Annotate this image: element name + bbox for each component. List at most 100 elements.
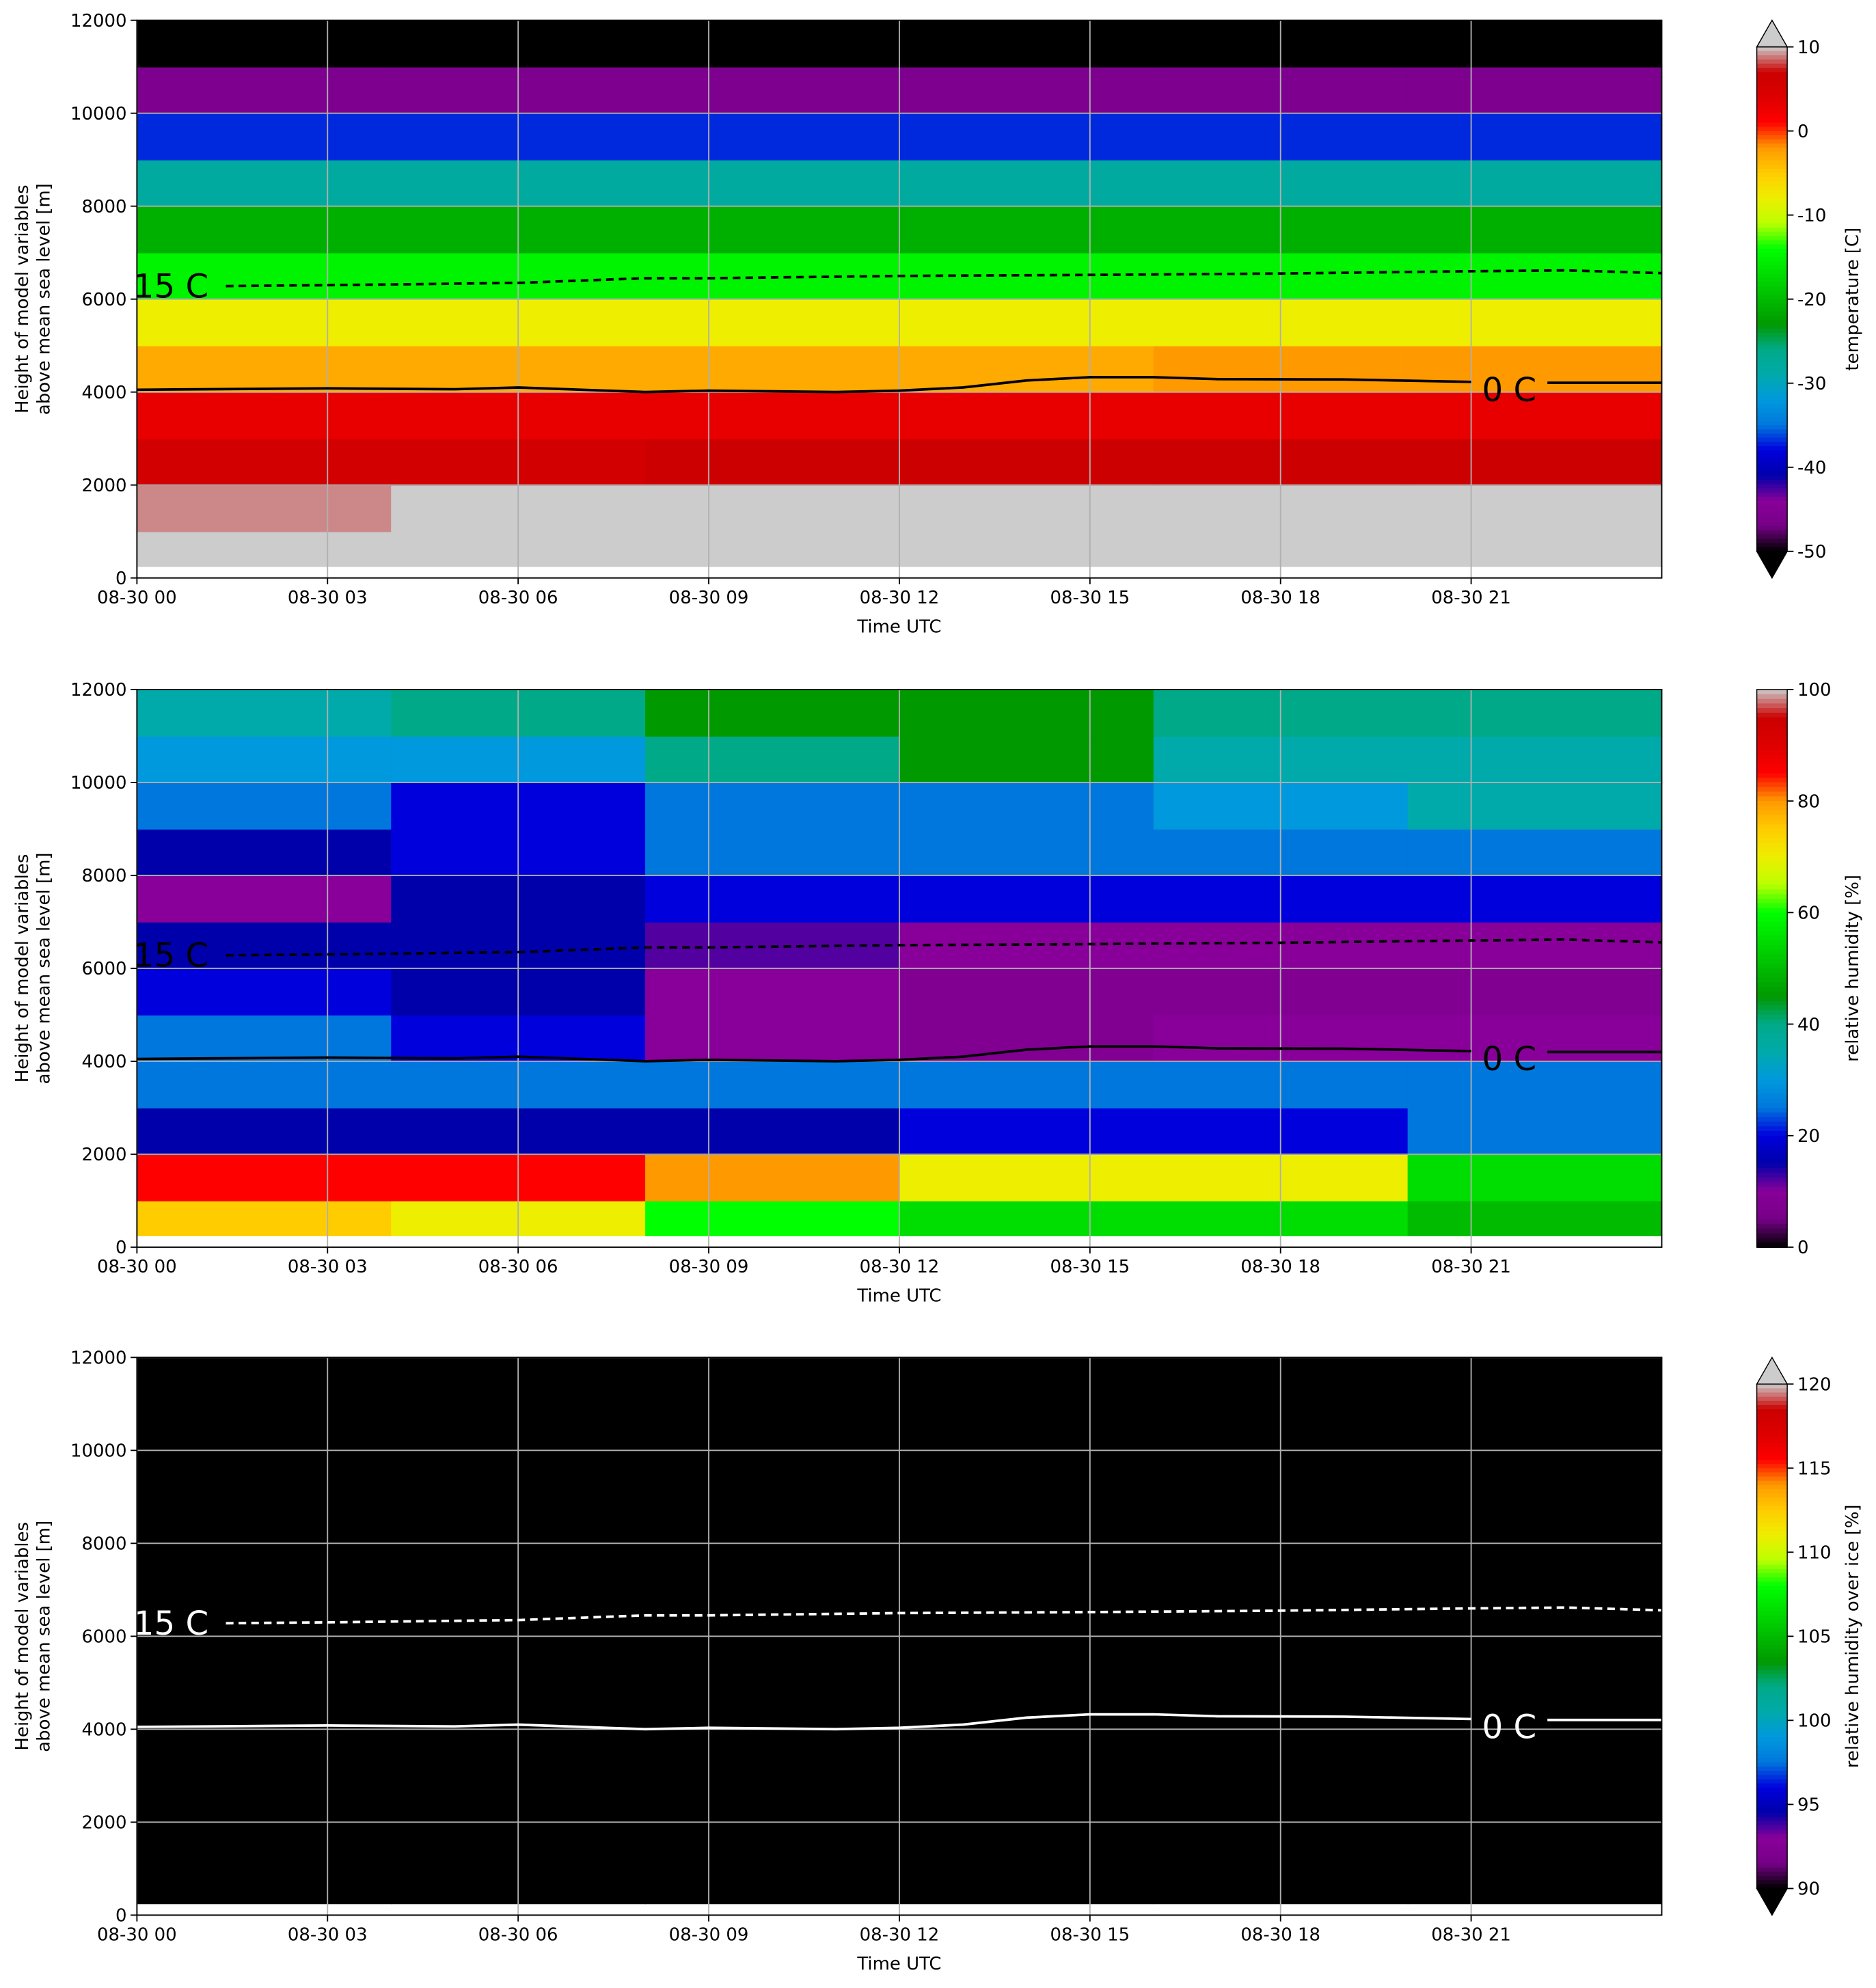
- heatmap-cell: [899, 689, 1154, 737]
- colorbar-segment: [1756, 824, 1788, 830]
- colorbar-segment: [1756, 833, 1788, 839]
- colorbar-segment: [1756, 337, 1788, 342]
- colorbar-segment: [1756, 1623, 1788, 1629]
- colorbar-segment: [1756, 1670, 1788, 1675]
- contour-line: [226, 1606, 1662, 1625]
- colorbar-segment: [1756, 1501, 1788, 1507]
- colorbar-segment: [1756, 1506, 1788, 1511]
- colorbar-segment: [1756, 1712, 1788, 1717]
- colorbar-segment: [1756, 480, 1788, 485]
- colorbar-segment: [1756, 1754, 1788, 1759]
- colorbar-segment: [1756, 1523, 1788, 1528]
- colorbar-segment: [1756, 1607, 1788, 1612]
- colorbar-segment: [1756, 412, 1788, 418]
- colorbar-segment: [1756, 93, 1788, 98]
- colorbar-segment: [1756, 1019, 1788, 1025]
- colorbar-segment: [1756, 1648, 1788, 1655]
- heatmap-cell: [899, 875, 1154, 923]
- colorbar-segment: [1756, 1455, 1788, 1461]
- colorbar-segment: [1756, 1800, 1788, 1806]
- colorbar-segment: [1756, 1615, 1788, 1620]
- heatmap-cell: [645, 1497, 900, 1544]
- colorbar-segment: [1756, 169, 1788, 174]
- colorbar-segment: [1756, 1472, 1788, 1478]
- colorbar-segment: [1756, 1075, 1788, 1081]
- colorbar-segment: [1756, 177, 1788, 182]
- y-tick-label: 8000: [81, 197, 126, 217]
- colorbar-segment: [1756, 1010, 1788, 1016]
- colorbar-segment: [1756, 450, 1788, 456]
- colorbar-segment: [1756, 1585, 1788, 1591]
- colorbar-tick-label: 105: [1797, 1627, 1832, 1648]
- colorbar-segment: [1756, 303, 1788, 309]
- colorbar-segment: [1756, 903, 1788, 909]
- colorbar-segment: [1756, 408, 1788, 413]
- heatmap-cell: [137, 1590, 392, 1637]
- colorbar-segment: [1756, 484, 1788, 489]
- colorbar-segment: [1756, 1632, 1788, 1637]
- colorbar-segment: [1756, 810, 1788, 816]
- heatmap-cell: [137, 20, 392, 68]
- heatmap-cell: [645, 1404, 900, 1452]
- x-tick-label: 08-30 21: [1431, 1924, 1511, 1945]
- colorbar-segment: [1756, 547, 1788, 552]
- heatmap-cell: [1407, 345, 1662, 393]
- colorbar-segment: [1756, 206, 1788, 212]
- colorbar-segment: [1756, 819, 1788, 826]
- colorbar-segment: [1756, 1005, 1788, 1011]
- y-axis-label: Height of model variables above mean sea …: [12, 1521, 55, 1752]
- colorbar-segment: [1756, 1741, 1788, 1747]
- colorbar-segment: [1756, 1838, 1788, 1843]
- x-tick-label: 08-30 09: [669, 1924, 749, 1945]
- heatmap-cell: [137, 1868, 392, 1905]
- colorbar-segment: [1756, 1177, 1788, 1183]
- colorbar-segment: [1756, 768, 1788, 774]
- heatmap-cell: [899, 1450, 1154, 1498]
- colorbar-segment: [1756, 1875, 1788, 1881]
- colorbar-label: relative humidity over ice [%]: [1843, 1504, 1863, 1768]
- heatmap-cell: [137, 299, 392, 346]
- colorbar-segment: [1756, 949, 1788, 955]
- heatmap-cell: [137, 252, 392, 300]
- colorbar-segment: [1756, 286, 1788, 292]
- colorbar-segment: [1756, 375, 1788, 380]
- heatmap-cell: [1407, 782, 1662, 830]
- colorbar-segment: [1756, 1089, 1788, 1095]
- colorbar-segment: [1756, 773, 1788, 779]
- colorbar-segment: [1756, 1652, 1788, 1659]
- colorbar-segment: [1756, 1200, 1788, 1206]
- colorbar-segment: [1756, 349, 1788, 355]
- colorbar-segment: [1756, 1126, 1788, 1132]
- heatmap-cell: [1407, 689, 1662, 737]
- heatmap-cell: [645, 1450, 900, 1498]
- colorbar-segment: [1756, 1497, 1788, 1503]
- heatmap-cell: [137, 1450, 392, 1498]
- y-axis-label-line: Height of model variables: [12, 1522, 33, 1751]
- colorbar-segment: [1756, 1029, 1788, 1035]
- heatmap: [137, 20, 1662, 567]
- colorbar-segment: [1756, 1107, 1788, 1113]
- contour-label: 0 C: [1482, 371, 1537, 409]
- heatmap-cell: [899, 66, 1154, 114]
- colorbar-segment: [1756, 959, 1788, 965]
- colorbar-segment: [1756, 290, 1788, 296]
- heatmap-cell: [645, 485, 900, 532]
- colorbar-segment: [1756, 759, 1788, 765]
- colorbar-segment: [1756, 1464, 1788, 1469]
- colorbar-segment: [1756, 105, 1788, 111]
- x-tick-label: 08-30 18: [1240, 1924, 1320, 1945]
- colorbar-segment: [1756, 754, 1788, 761]
- y-tick-label: 0: [115, 1238, 127, 1258]
- colorbar-extend-top: [1756, 19, 1789, 48]
- colorbar-segment: [1756, 471, 1788, 477]
- heatmap-cell: [645, 1543, 900, 1591]
- heatmap-cell: [1407, 1014, 1662, 1062]
- colorbar-segment: [1756, 972, 1788, 979]
- colorbar-segment: [1756, 871, 1788, 877]
- y-axis-label: Height of model variables above mean sea …: [12, 183, 55, 415]
- colorbar-segment: [1756, 1699, 1788, 1704]
- colorbar-segment: [1756, 880, 1788, 886]
- colorbar-segment: [1756, 1674, 1788, 1679]
- colorbar-segment: [1756, 1413, 1788, 1419]
- colorbar-segment: [1756, 1417, 1788, 1423]
